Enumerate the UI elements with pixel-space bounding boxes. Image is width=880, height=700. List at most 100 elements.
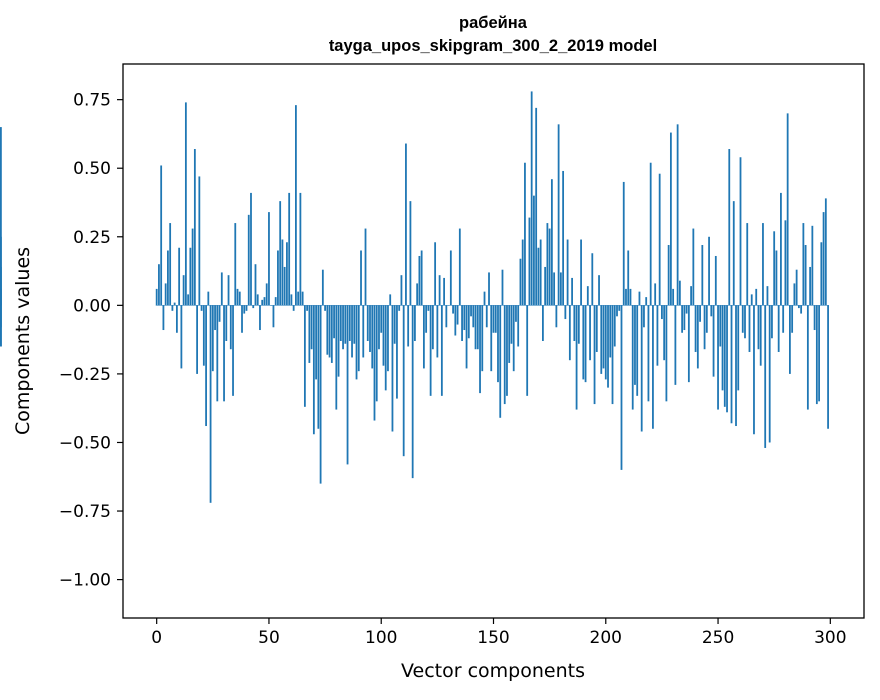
bar [387, 305, 389, 371]
bar [692, 229, 694, 306]
bar [169, 223, 171, 305]
bar [196, 305, 198, 374]
bar [423, 305, 425, 368]
bar [248, 215, 250, 306]
y-tick-label: −0.75 [59, 502, 111, 522]
bar [562, 171, 564, 305]
bar [234, 223, 236, 305]
bar [311, 305, 313, 349]
bar [796, 270, 798, 306]
bar [277, 250, 279, 305]
bar [758, 305, 760, 349]
bar [704, 305, 706, 349]
x-tick-label: 300 [814, 628, 846, 648]
y-tick-label: 0.00 [73, 296, 111, 316]
bar [472, 305, 474, 327]
bar [425, 305, 427, 332]
bar [335, 305, 337, 409]
bar [493, 305, 495, 332]
bar [158, 264, 160, 305]
bar [212, 305, 214, 371]
bar [645, 297, 647, 305]
bar [454, 305, 456, 335]
bar [398, 305, 400, 310]
bar [481, 305, 483, 371]
bar [726, 305, 728, 412]
bar [495, 305, 497, 332]
bar [499, 305, 501, 417]
bar [731, 305, 733, 423]
bar [506, 305, 508, 396]
bar [573, 305, 575, 341]
bar [733, 201, 735, 305]
bar [632, 305, 634, 409]
bar [342, 305, 344, 349]
y-axis: −1.00−0.75−0.50−0.250.000.250.500.75 [59, 91, 123, 591]
bar [560, 272, 562, 305]
bar [275, 297, 277, 305]
bar [594, 305, 596, 404]
bar [257, 294, 259, 305]
bar [407, 305, 409, 346]
bar [295, 105, 297, 305]
bar [243, 305, 245, 313]
x-tick-label: 50 [258, 628, 280, 648]
bar [380, 305, 382, 332]
bar [755, 289, 757, 305]
bar [189, 248, 191, 306]
bar [198, 176, 200, 305]
bar [666, 305, 668, 401]
bar [468, 305, 470, 338]
bar [282, 240, 284, 306]
x-tick-label: 200 [590, 628, 622, 648]
bar [219, 305, 221, 321]
bar [279, 201, 281, 305]
bar [246, 305, 248, 310]
bar [650, 163, 652, 306]
bar [578, 305, 580, 343]
bar [264, 297, 266, 305]
bar [230, 305, 232, 349]
bar [677, 124, 679, 305]
bar [490, 305, 492, 371]
bar [340, 305, 342, 341]
bar [353, 305, 355, 343]
bar [201, 305, 203, 310]
bar [798, 305, 800, 308]
y-axis-label: Components values [12, 247, 34, 435]
x-tick-label: 0 [151, 628, 162, 648]
bar [475, 305, 477, 349]
bar [286, 242, 288, 305]
bar [818, 305, 820, 401]
bar [591, 253, 593, 305]
bar [416, 283, 418, 305]
bar [502, 270, 504, 306]
bar [778, 305, 780, 352]
bar [546, 223, 548, 305]
bar [434, 242, 436, 305]
bar [385, 305, 387, 390]
bar [484, 292, 486, 306]
bar [553, 272, 555, 305]
bar [160, 165, 162, 305]
bar [351, 305, 353, 357]
bar [567, 240, 569, 306]
bar [367, 305, 369, 341]
bar [174, 303, 176, 306]
bar [412, 305, 414, 478]
bar [466, 305, 468, 368]
bar [293, 305, 295, 310]
bar [544, 267, 546, 305]
bar [349, 305, 351, 341]
bar [517, 305, 519, 346]
bar [291, 294, 293, 305]
bar [479, 305, 481, 393]
bar [457, 305, 459, 324]
x-axis-label: Vector components [401, 660, 585, 682]
bar [192, 229, 194, 306]
bar [443, 278, 445, 305]
bar [172, 305, 174, 310]
bar [299, 193, 301, 305]
bar [205, 305, 207, 426]
